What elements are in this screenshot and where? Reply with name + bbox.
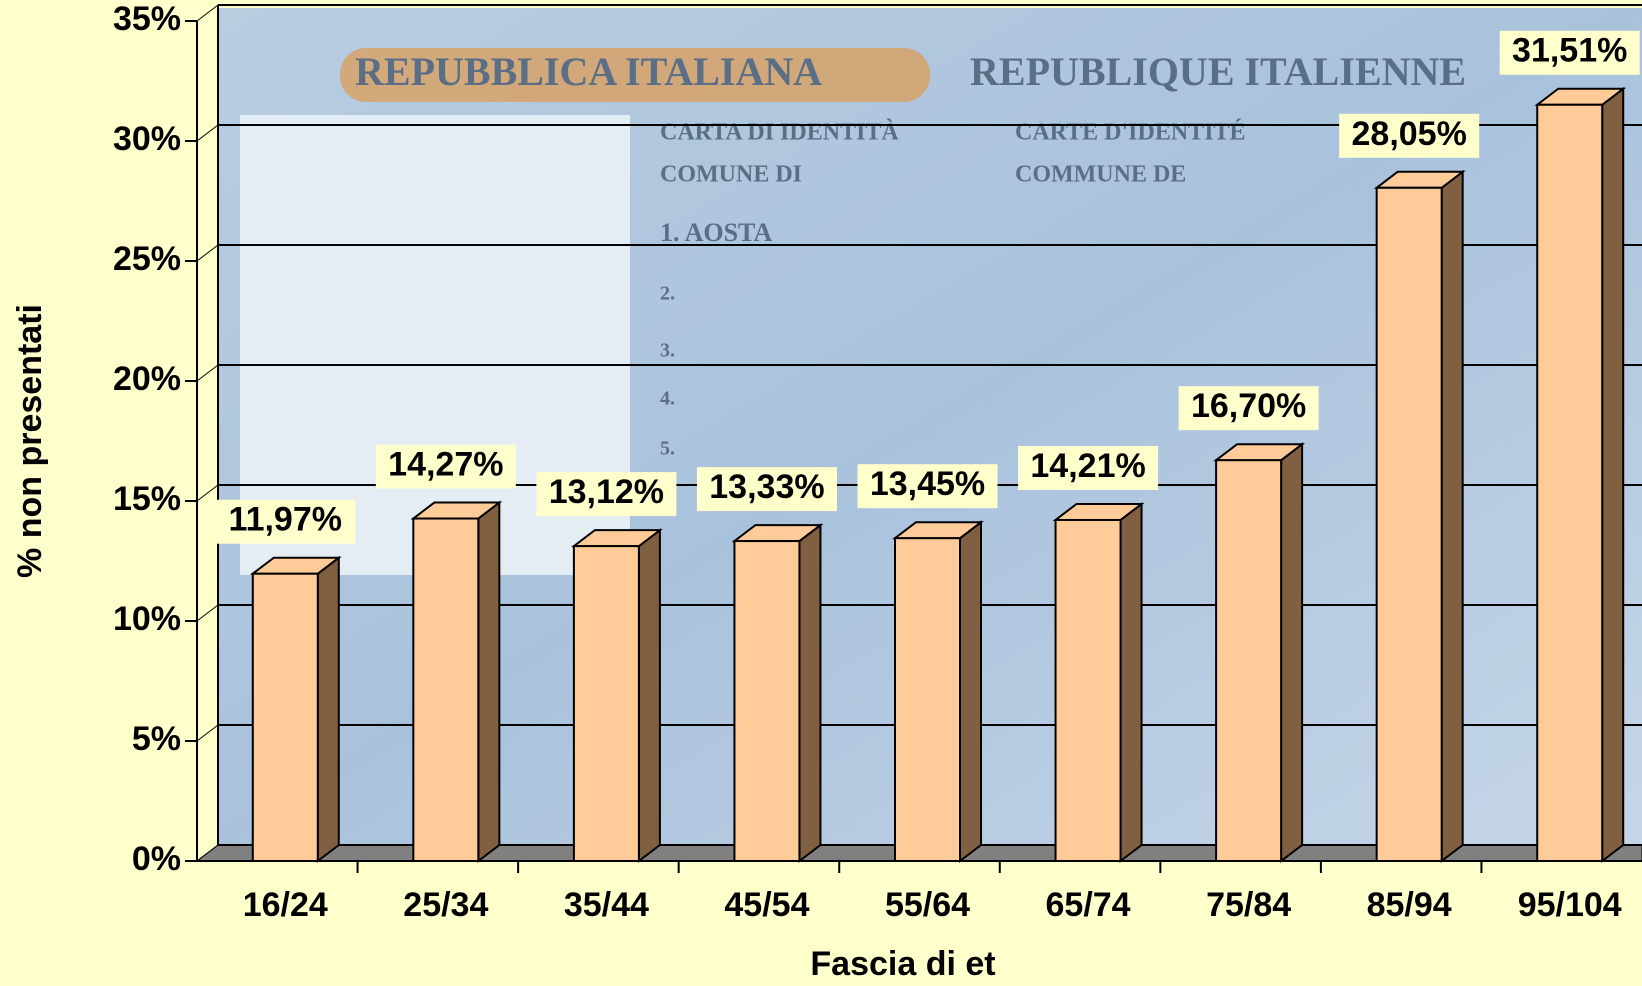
bar xyxy=(895,538,960,861)
bar-side xyxy=(639,530,660,861)
x-tick-label: 65/74 xyxy=(1046,886,1131,924)
bg-text: COMMUNE DE xyxy=(1015,162,1186,188)
page: REPUBBLICA ITALIANA REPUBLIQUE ITALIENNE… xyxy=(0,0,1642,986)
bar xyxy=(1377,188,1442,861)
y-axis-title: % non presentati xyxy=(11,304,49,578)
y-tick-label: 25% xyxy=(113,240,181,278)
bg-text: 5. xyxy=(660,438,675,460)
x-tick-label: 16/24 xyxy=(243,886,328,924)
x-tick-label: 85/94 xyxy=(1367,886,1452,924)
bg-text: CARTE D'IDENTITÉ xyxy=(1015,120,1246,146)
bar-side xyxy=(1442,172,1463,861)
x-tick-label: 45/54 xyxy=(724,886,809,924)
y-tick-label: 35% xyxy=(113,0,181,38)
grid-line-side xyxy=(197,365,218,381)
bg-text: 4. xyxy=(660,388,675,410)
bar xyxy=(574,546,639,861)
bar-side xyxy=(478,503,499,861)
y-tick-label: 20% xyxy=(113,360,181,398)
grid-line-side xyxy=(197,485,218,501)
bg-text: REPUBLIQUE ITALIENNE xyxy=(970,49,1466,94)
y-tick-label: 15% xyxy=(113,480,181,518)
value-label: 13,33% xyxy=(709,468,824,506)
x-tick-label: 35/44 xyxy=(564,886,649,924)
x-tick-label: 75/84 xyxy=(1206,886,1291,924)
bar xyxy=(413,519,478,861)
bg-text: 2. xyxy=(660,283,675,305)
chart: REPUBBLICA ITALIANA REPUBLIQUE ITALIENNE… xyxy=(0,0,1642,986)
x-tick-label: 55/64 xyxy=(885,886,970,924)
bar-side xyxy=(1121,504,1142,861)
grid-line-side xyxy=(197,605,218,621)
grid-line-side xyxy=(197,125,218,141)
grid-line-side xyxy=(197,725,218,741)
bar xyxy=(734,541,799,861)
y-tick-label: 10% xyxy=(113,600,181,638)
y-tick-label: 0% xyxy=(132,840,181,878)
value-label: 11,97% xyxy=(229,501,342,539)
value-label: 31,51% xyxy=(1512,32,1627,70)
y-tick-label: 30% xyxy=(113,120,181,158)
grid-line-side xyxy=(197,5,218,21)
bar-side xyxy=(318,558,339,861)
bg-text: 1. AOSTA xyxy=(660,218,772,247)
value-label: 14,27% xyxy=(388,446,503,484)
value-label: 28,05% xyxy=(1352,115,1467,153)
bar xyxy=(1056,520,1121,861)
value-label: 16,70% xyxy=(1191,387,1306,425)
bar-side xyxy=(960,522,981,861)
value-label: 14,21% xyxy=(1030,447,1145,485)
bg-text: 3. xyxy=(660,340,675,362)
grid-line-side xyxy=(197,245,218,261)
x-tick-label: 25/34 xyxy=(403,886,488,924)
bar xyxy=(1216,460,1281,861)
y-tick-label: 5% xyxy=(132,720,181,758)
bg-text: REPUBBLICA ITALIANA xyxy=(355,49,822,94)
x-tick-label: 95/104 xyxy=(1518,886,1622,924)
value-label: 13,45% xyxy=(870,465,985,503)
bg-text: CARTA DI IDENTITÀ xyxy=(660,120,899,146)
bar xyxy=(1537,105,1602,861)
bar-side xyxy=(1281,444,1302,861)
bar-side xyxy=(799,525,820,861)
bar-side xyxy=(1602,89,1623,861)
x-axis-title: Fascia di et xyxy=(810,945,995,983)
bg-text: COMUNE DI xyxy=(660,162,802,188)
bar xyxy=(253,574,318,861)
value-label: 13,12% xyxy=(549,473,664,511)
